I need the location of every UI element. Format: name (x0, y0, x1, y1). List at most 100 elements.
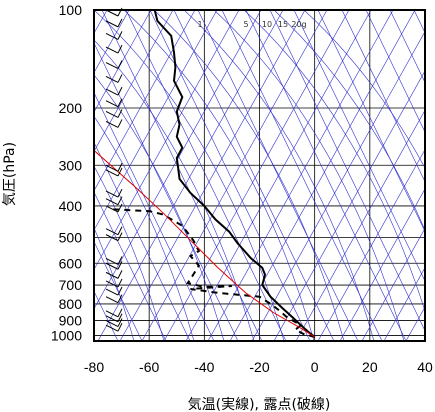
plot-frame (93, 9, 426, 342)
wind-barb-flag (117, 109, 123, 118)
y-tick-label: 200 (59, 100, 83, 116)
mixing-ratio-line (383, 267, 425, 341)
mixing-ratio-line (185, 10, 372, 341)
mixing-ratio-line (207, 10, 394, 341)
x-tick-label: -40 (194, 359, 214, 375)
moist-adiabat-line (123, 10, 315, 341)
x-tick-label: 20 (362, 359, 378, 375)
wind-barb-flag (117, 203, 123, 213)
wind-barb-shaft (105, 198, 119, 206)
wind-barb-flag (117, 226, 123, 235)
x-tick-labels: -80 -60 -40 -20 0 20 40 (84, 359, 433, 375)
wind-barb-shaft (105, 205, 119, 213)
wind-barb-shaft (105, 169, 119, 177)
x-tick-label: 40 (417, 359, 433, 375)
wind-barb-shaft (105, 288, 119, 296)
mixing-ratio-line (94, 10, 240, 271)
wind-barb-flag (117, 44, 123, 54)
wind-barb-flag (117, 86, 123, 96)
dry-adiabat-line (149, 10, 311, 341)
wind-barb-shaft (105, 46, 119, 54)
wind-barb-flag (117, 31, 123, 40)
mixing-ratio-labels: 1 5 10 15 20g (197, 20, 306, 29)
wind-barb-flag (117, 286, 123, 296)
mixing-ratio-label: 10 (262, 20, 272, 29)
wind-barb-shaft (105, 75, 119, 83)
moist-adiabat-line (153, 10, 345, 341)
moist-adiabat-line (213, 10, 405, 341)
dry-adiabat-line (94, 191, 167, 341)
mixing-ratio-line (229, 10, 416, 341)
wind-barb-flag (117, 232, 123, 241)
wind-barb-shaft (105, 88, 119, 96)
y-tick-label: 900 (59, 313, 83, 329)
wind-barb-flag (117, 322, 123, 332)
wind-barb-shaft (105, 62, 119, 69)
wind-barb-flag (117, 18, 123, 28)
dry-adiabat-line (125, 10, 287, 341)
parcel-line (94, 150, 315, 338)
wind-barb-shaft (105, 32, 119, 40)
x-tick-label: 0 (311, 359, 319, 375)
wind-barb-shaft (105, 296, 119, 304)
y-tick-label: 700 (59, 277, 83, 293)
dry-adiabat-line (269, 10, 425, 332)
mixing-ratio-line (251, 30, 425, 341)
moist-adiabat-line (183, 10, 375, 341)
x-axis-label: 気温(実線), 露点(破線) (188, 397, 331, 412)
mixing-ratio-line (94, 10, 130, 74)
dry-adiabat-line (341, 10, 425, 183)
wind-barb-flag (117, 294, 123, 303)
dry-adiabat-line (317, 10, 425, 233)
y-tick-label: 100 (59, 2, 83, 18)
wind-barb-shaft (105, 324, 119, 332)
mixing-ratio-line (273, 70, 425, 341)
mixing-ratio-line (317, 148, 425, 341)
mixing-ratio-label: 20g (291, 20, 306, 29)
wind-barb-shaft (105, 111, 119, 118)
y-tick-label: 500 (59, 229, 83, 245)
dry-adiabat-line (94, 92, 215, 341)
moist-adiabat-line (273, 10, 425, 232)
y-tick-label: 300 (59, 157, 83, 173)
y-tick-label: 1000 (51, 327, 82, 343)
wind-barb-shaft (105, 190, 119, 198)
wind-barb-flag (117, 163, 123, 172)
dry-adiabat-line (293, 10, 425, 282)
mixing-ratio-line (119, 10, 306, 341)
y-tick-label: 600 (59, 255, 83, 271)
sounding-series (94, 10, 316, 338)
wind-barb-flag (117, 261, 123, 270)
dewpoint-line (113, 208, 315, 338)
wind-barb-flag (117, 308, 123, 318)
wind-barb-shaft (105, 280, 119, 288)
mixing-ratio-line (94, 10, 262, 310)
moist-adiabat-line (303, 10, 425, 169)
dry-adiabat-line (101, 10, 263, 341)
dry-adiabat-line (245, 10, 407, 341)
dry-adiabat-line (365, 10, 425, 133)
dry-adiabat-line (197, 10, 359, 341)
mixing-ratio-label: 1 (197, 20, 202, 29)
wind-barb-flag (117, 167, 123, 177)
wind-barb-shaft (105, 320, 119, 328)
wind-barb-flag (117, 188, 123, 198)
wind-barb-flag (117, 270, 123, 279)
wind-barb-flag (117, 98, 123, 107)
wind-barb-shaft (105, 315, 119, 323)
dry-adiabat-line (94, 141, 191, 341)
moist-adiabat-line (243, 10, 425, 313)
temperature-line (153, 10, 316, 338)
mixing-ratio-line (94, 10, 218, 231)
x-tick-label: -60 (139, 359, 159, 375)
wind-barb-flag (117, 256, 123, 265)
pressure-grid (93, 9, 426, 341)
wind-barb-shaft (105, 120, 119, 128)
wind-barb-shaft (105, 100, 119, 108)
mixing-ratio-label: 5 (243, 20, 248, 29)
wind-barb-shaft (105, 234, 119, 242)
dry-adiabat-line (221, 10, 383, 341)
